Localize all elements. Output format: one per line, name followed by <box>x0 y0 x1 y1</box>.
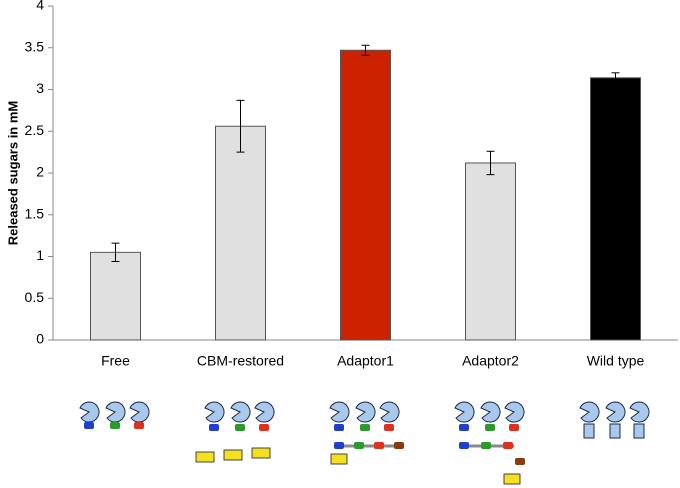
error-bar <box>611 72 620 84</box>
y-tick-label: 0.5 <box>25 289 45 305</box>
y-tick-label: 1.5 <box>25 205 45 221</box>
y-tick-label: 3 <box>36 80 44 96</box>
y-tick-label: 1 <box>36 247 44 263</box>
error-bar <box>486 150 495 176</box>
x-tick-label: Adaptor2 <box>462 353 519 369</box>
y-tick-label: 3.5 <box>25 38 45 54</box>
y-tick-label: 2.5 <box>25 122 45 138</box>
y-tick-label: 0 <box>36 331 44 347</box>
x-tick-label: CBM-restored <box>197 353 284 369</box>
bar <box>465 162 516 341</box>
error-bar <box>236 99 245 153</box>
bar <box>90 251 141 341</box>
y-tick-label: 2 <box>36 164 44 180</box>
bar <box>590 77 641 341</box>
x-tick-label: Wild type <box>587 353 645 369</box>
y-axis-label: Released sugars in mM <box>5 101 20 246</box>
error-bar <box>361 44 370 56</box>
bar <box>340 49 391 341</box>
enzyme-icons <box>79 401 650 485</box>
y-tick-label: 4 <box>36 0 44 13</box>
error-bar <box>111 242 120 263</box>
bar <box>215 125 266 341</box>
x-tick-label: Free <box>101 353 130 369</box>
x-tick-label: Adaptor1 <box>337 353 394 369</box>
